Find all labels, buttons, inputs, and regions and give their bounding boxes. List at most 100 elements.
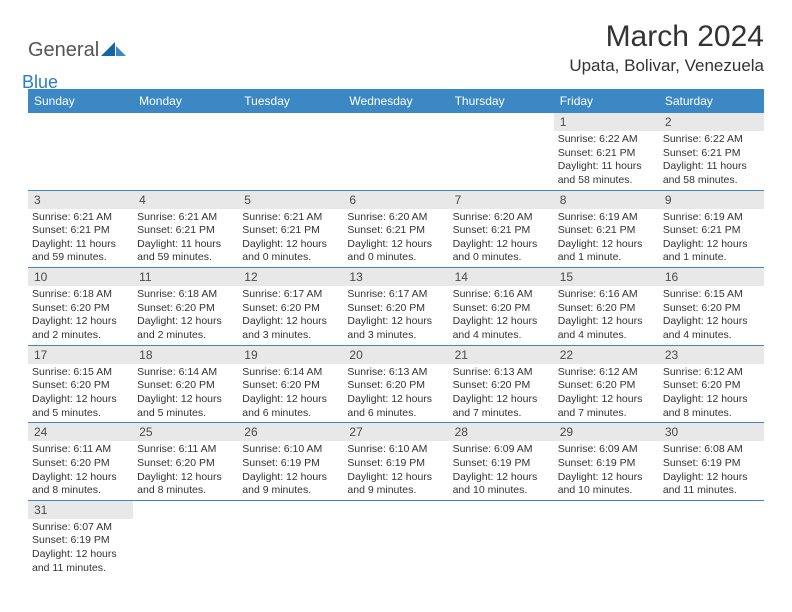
day-dl: Daylight: 12 hours and 6 minutes. <box>347 393 444 420</box>
day-number: 24 <box>28 423 133 441</box>
day-ss: Sunset: 6:20 PM <box>32 379 129 393</box>
day-sr: Sunrise: 6:12 AM <box>558 366 655 380</box>
day-dl: Daylight: 12 hours and 7 minutes. <box>453 393 550 420</box>
day-dl: Daylight: 12 hours and 1 minute. <box>558 238 655 265</box>
day-data: Sunrise: 6:15 AMSunset: 6:20 PMDaylight:… <box>28 364 133 423</box>
day-dl: Daylight: 11 hours and 58 minutes. <box>663 160 760 187</box>
page-title: March 2024 <box>569 20 764 54</box>
day-dl: Daylight: 12 hours and 7 minutes. <box>558 393 655 420</box>
day-number: 15 <box>554 268 659 286</box>
calendar-week: 1Sunrise: 6:22 AMSunset: 6:21 PMDaylight… <box>28 113 764 190</box>
day-dl: Daylight: 12 hours and 9 minutes. <box>347 471 444 498</box>
day-sr: Sunrise: 6:09 AM <box>558 443 655 457</box>
calendar-table: SundayMondayTuesdayWednesdayThursdayFrid… <box>28 89 764 577</box>
day-dl: Daylight: 12 hours and 11 minutes. <box>32 548 129 575</box>
day-ss: Sunset: 6:21 PM <box>558 147 655 161</box>
day-data: Sunrise: 6:14 AMSunset: 6:20 PMDaylight:… <box>133 364 238 423</box>
day-ss: Sunset: 6:20 PM <box>32 457 129 471</box>
day-ss: Sunset: 6:21 PM <box>347 224 444 238</box>
calendar-cell <box>133 500 238 577</box>
day-ss: Sunset: 6:20 PM <box>453 302 550 316</box>
day-number: 20 <box>343 346 448 364</box>
day-ss: Sunset: 6:21 PM <box>242 224 339 238</box>
calendar-cell: 6Sunrise: 6:20 AMSunset: 6:21 PMDaylight… <box>343 190 448 268</box>
calendar-cell <box>28 113 133 190</box>
day-dl: Daylight: 12 hours and 10 minutes. <box>558 471 655 498</box>
day-dl: Daylight: 12 hours and 8 minutes. <box>663 393 760 420</box>
day-number: 9 <box>659 191 764 209</box>
day-number: 5 <box>238 191 343 209</box>
calendar-week: 3Sunrise: 6:21 AMSunset: 6:21 PMDaylight… <box>28 190 764 268</box>
day-number: 13 <box>343 268 448 286</box>
calendar-cell: 8Sunrise: 6:19 AMSunset: 6:21 PMDaylight… <box>554 190 659 268</box>
day-ss: Sunset: 6:21 PM <box>663 147 760 161</box>
day-sr: Sunrise: 6:12 AM <box>663 366 760 380</box>
calendar-cell: 23Sunrise: 6:12 AMSunset: 6:20 PMDayligh… <box>659 345 764 423</box>
day-ss: Sunset: 6:19 PM <box>663 457 760 471</box>
calendar-cell: 19Sunrise: 6:14 AMSunset: 6:20 PMDayligh… <box>238 345 343 423</box>
day-ss: Sunset: 6:20 PM <box>663 302 760 316</box>
day-ss: Sunset: 6:20 PM <box>242 379 339 393</box>
day-number: 7 <box>449 191 554 209</box>
calendar-cell <box>343 113 448 190</box>
day-data: Sunrise: 6:21 AMSunset: 6:21 PMDaylight:… <box>238 209 343 268</box>
day-dl: Daylight: 12 hours and 4 minutes. <box>453 315 550 342</box>
calendar-cell <box>238 500 343 577</box>
day-sr: Sunrise: 6:14 AM <box>137 366 234 380</box>
day-number: 26 <box>238 423 343 441</box>
day-dl: Daylight: 12 hours and 3 minutes. <box>347 315 444 342</box>
day-ss: Sunset: 6:20 PM <box>137 379 234 393</box>
calendar-cell: 28Sunrise: 6:09 AMSunset: 6:19 PMDayligh… <box>449 423 554 501</box>
calendar-cell: 1Sunrise: 6:22 AMSunset: 6:21 PMDaylight… <box>554 113 659 190</box>
day-data: Sunrise: 6:13 AMSunset: 6:20 PMDaylight:… <box>449 364 554 423</box>
day-sr: Sunrise: 6:21 AM <box>242 211 339 225</box>
day-ss: Sunset: 6:19 PM <box>453 457 550 471</box>
day-ss: Sunset: 6:20 PM <box>137 302 234 316</box>
day-ss: Sunset: 6:20 PM <box>453 379 550 393</box>
dow-header: Tuesday <box>238 89 343 113</box>
dow-header: Friday <box>554 89 659 113</box>
day-ss: Sunset: 6:21 PM <box>453 224 550 238</box>
calendar-cell: 25Sunrise: 6:11 AMSunset: 6:20 PMDayligh… <box>133 423 238 501</box>
day-data: Sunrise: 6:16 AMSunset: 6:20 PMDaylight:… <box>554 286 659 345</box>
day-data: Sunrise: 6:16 AMSunset: 6:20 PMDaylight:… <box>449 286 554 345</box>
calendar-cell: 13Sunrise: 6:17 AMSunset: 6:20 PMDayligh… <box>343 268 448 346</box>
calendar-cell: 11Sunrise: 6:18 AMSunset: 6:20 PMDayligh… <box>133 268 238 346</box>
day-number: 4 <box>133 191 238 209</box>
calendar-cell <box>554 500 659 577</box>
day-ss: Sunset: 6:21 PM <box>32 224 129 238</box>
calendar-cell: 3Sunrise: 6:21 AMSunset: 6:21 PMDaylight… <box>28 190 133 268</box>
header: General Blue March 2024 Upata, Bolivar, … <box>28 20 764 83</box>
calendar-cell: 29Sunrise: 6:09 AMSunset: 6:19 PMDayligh… <box>554 423 659 501</box>
day-data: Sunrise: 6:15 AMSunset: 6:20 PMDaylight:… <box>659 286 764 345</box>
day-sr: Sunrise: 6:09 AM <box>453 443 550 457</box>
day-sr: Sunrise: 6:14 AM <box>242 366 339 380</box>
day-data: Sunrise: 6:17 AMSunset: 6:20 PMDaylight:… <box>343 286 448 345</box>
calendar-cell: 27Sunrise: 6:10 AMSunset: 6:19 PMDayligh… <box>343 423 448 501</box>
calendar-cell: 4Sunrise: 6:21 AMSunset: 6:21 PMDaylight… <box>133 190 238 268</box>
day-number: 25 <box>133 423 238 441</box>
calendar-cell: 30Sunrise: 6:08 AMSunset: 6:19 PMDayligh… <box>659 423 764 501</box>
day-number: 28 <box>449 423 554 441</box>
calendar-cell: 10Sunrise: 6:18 AMSunset: 6:20 PMDayligh… <box>28 268 133 346</box>
day-data: Sunrise: 6:11 AMSunset: 6:20 PMDaylight:… <box>28 441 133 500</box>
calendar-week: 24Sunrise: 6:11 AMSunset: 6:20 PMDayligh… <box>28 423 764 501</box>
calendar-cell: 24Sunrise: 6:11 AMSunset: 6:20 PMDayligh… <box>28 423 133 501</box>
day-sr: Sunrise: 6:13 AM <box>347 366 444 380</box>
dow-header: Wednesday <box>343 89 448 113</box>
day-number: 29 <box>554 423 659 441</box>
day-number: 12 <box>238 268 343 286</box>
day-ss: Sunset: 6:21 PM <box>558 224 655 238</box>
day-dl: Daylight: 12 hours and 0 minutes. <box>242 238 339 265</box>
day-dl: Daylight: 12 hours and 2 minutes. <box>32 315 129 342</box>
logo-text-blue: Blue <box>22 72 121 93</box>
day-data: Sunrise: 6:19 AMSunset: 6:21 PMDaylight:… <box>554 209 659 268</box>
day-ss: Sunset: 6:20 PM <box>242 302 339 316</box>
day-ss: Sunset: 6:20 PM <box>558 302 655 316</box>
day-ss: Sunset: 6:20 PM <box>347 379 444 393</box>
day-number: 8 <box>554 191 659 209</box>
day-data: Sunrise: 6:21 AMSunset: 6:21 PMDaylight:… <box>133 209 238 268</box>
day-sr: Sunrise: 6:10 AM <box>242 443 339 457</box>
calendar-cell: 31Sunrise: 6:07 AMSunset: 6:19 PMDayligh… <box>28 500 133 577</box>
day-ss: Sunset: 6:20 PM <box>558 379 655 393</box>
